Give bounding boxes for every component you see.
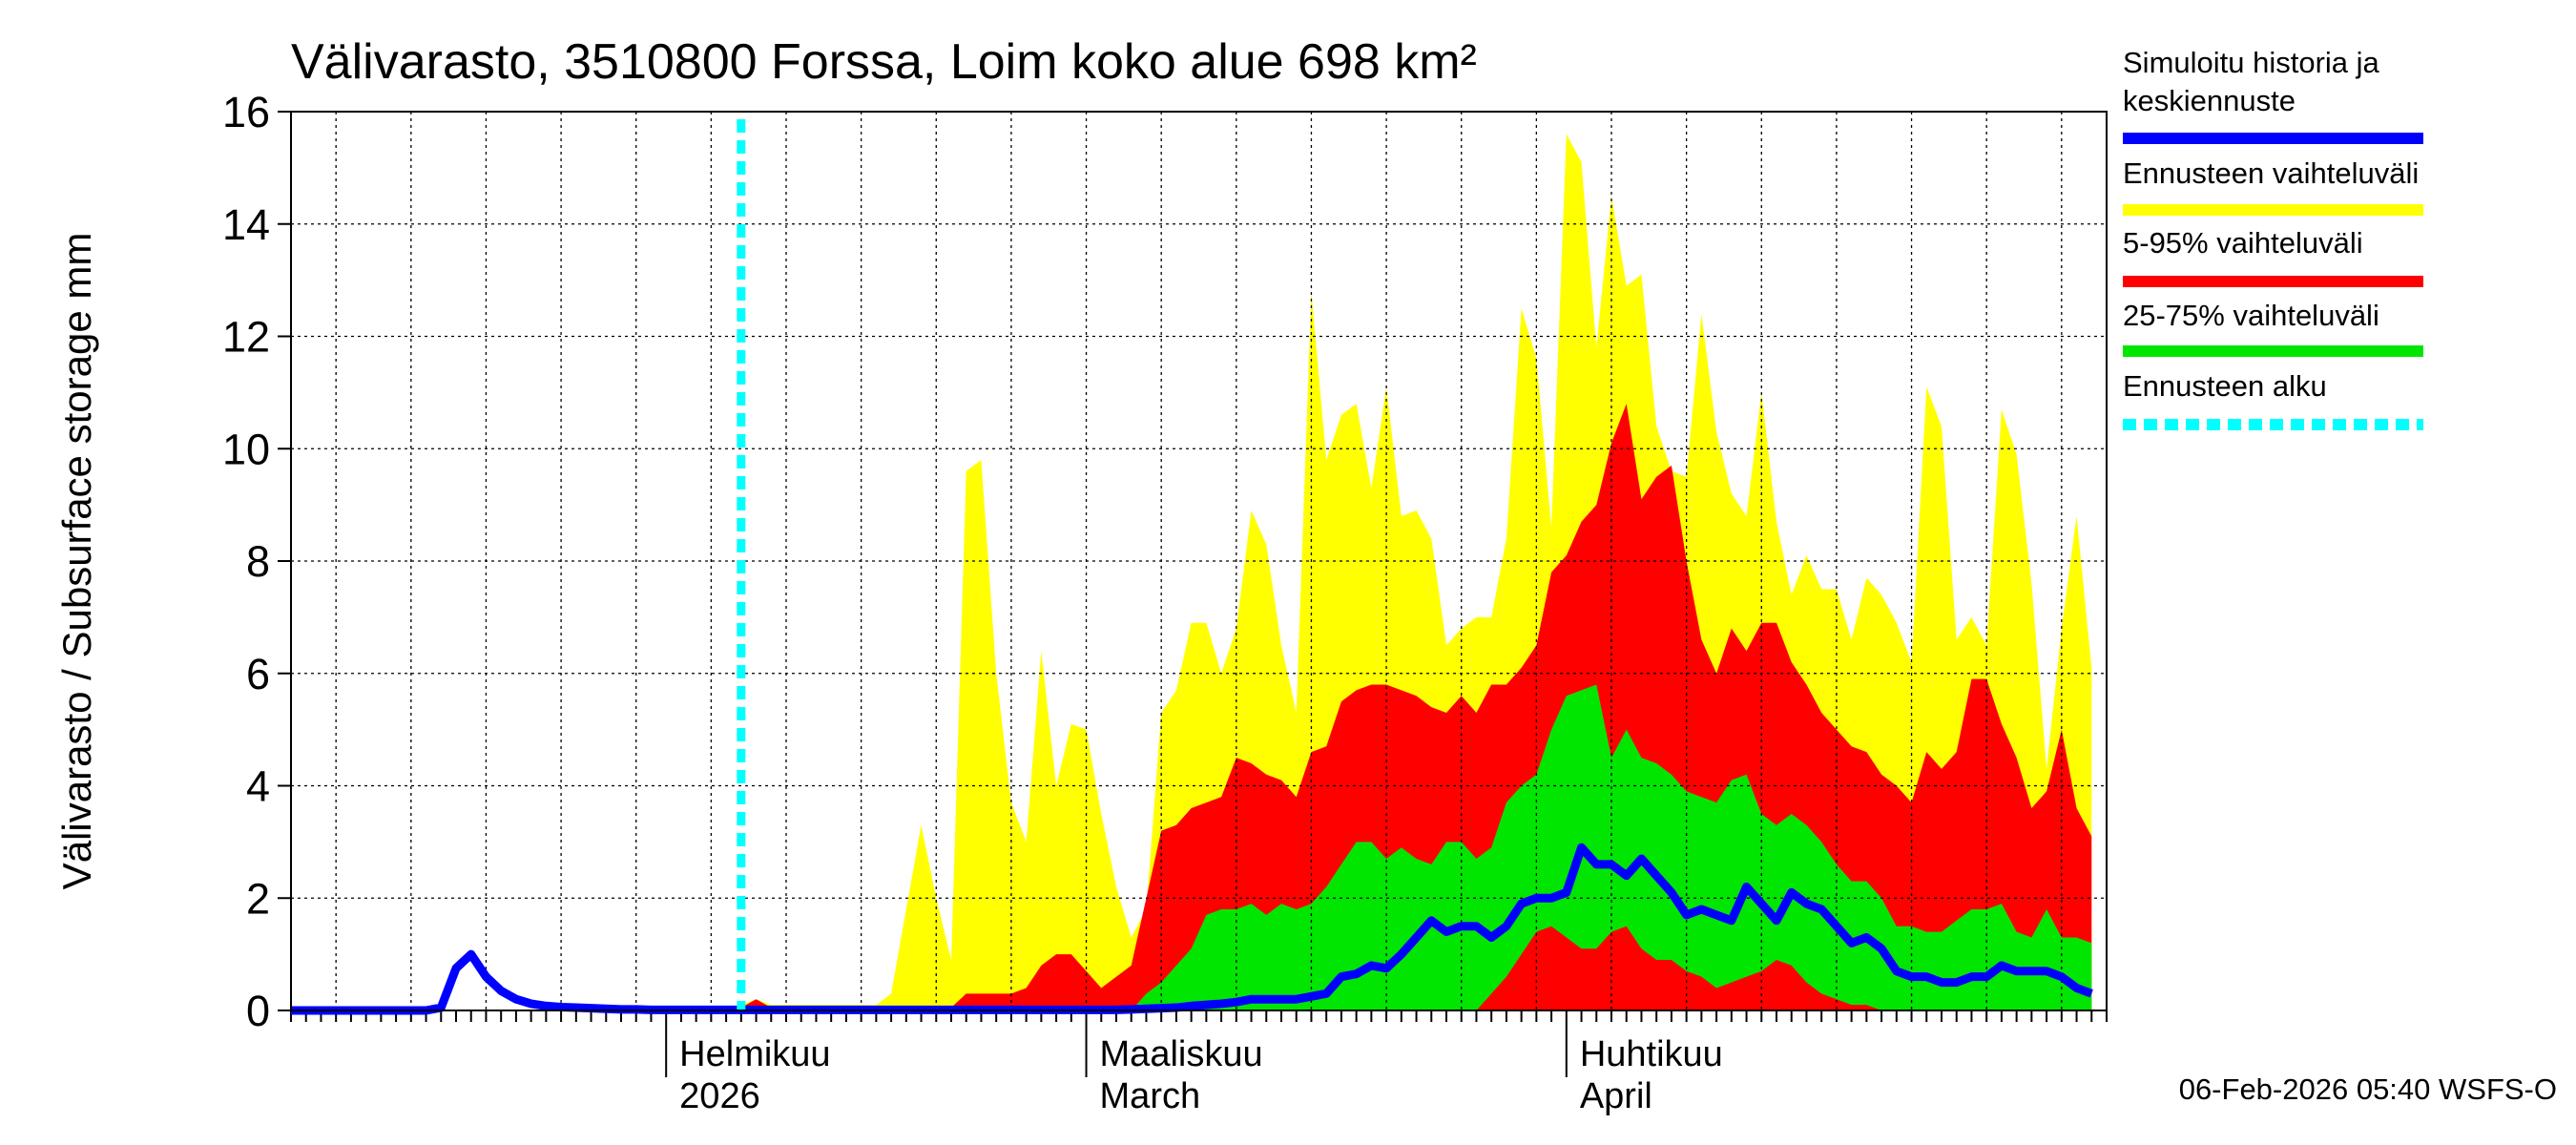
x-tick-label: Maaliskuu March [1100, 1034, 1263, 1116]
y-tick-label: 2 [246, 874, 270, 923]
y-tick-label: 14 [222, 200, 270, 249]
legend-label: Ennusteen vaihteluväli [2123, 156, 2419, 190]
x-tick-label: Huhtikuu April [1580, 1034, 1723, 1116]
y-tick-label: 4 [246, 762, 270, 811]
y-tick-label: 6 [246, 650, 270, 698]
y-tick-label: 16 [222, 88, 270, 136]
y-tick-label: 12 [222, 313, 270, 362]
y-tick-label: 0 [246, 987, 270, 1035]
legend-label: Ennusteen alku [2123, 369, 2327, 403]
range-band [740, 684, 2092, 1010]
y-axis-label: Välivarasto / Subsurface storage mm [54, 233, 99, 890]
x-tick-label: Helmikuu 2026 [679, 1034, 830, 1116]
footer: 06-Feb-2026 05:40 WSFS-O [2179, 1072, 2557, 1106]
legend-label: 5-95% vaihteluväli [2123, 226, 2363, 260]
y-tick-label: 10 [222, 425, 270, 473]
legend-label: 25-75% vaihteluväli [2123, 299, 2379, 332]
chart-title: Välivarasto, 3510800 Forssa, Loim koko a… [291, 34, 1477, 90]
plot-frame [290, 111, 2108, 1011]
y-tick-label: 8 [246, 537, 270, 586]
legend-label: Simuloitu historia ja keskiennuste [2123, 46, 2380, 117]
series-line [291, 843, 2093, 1015]
